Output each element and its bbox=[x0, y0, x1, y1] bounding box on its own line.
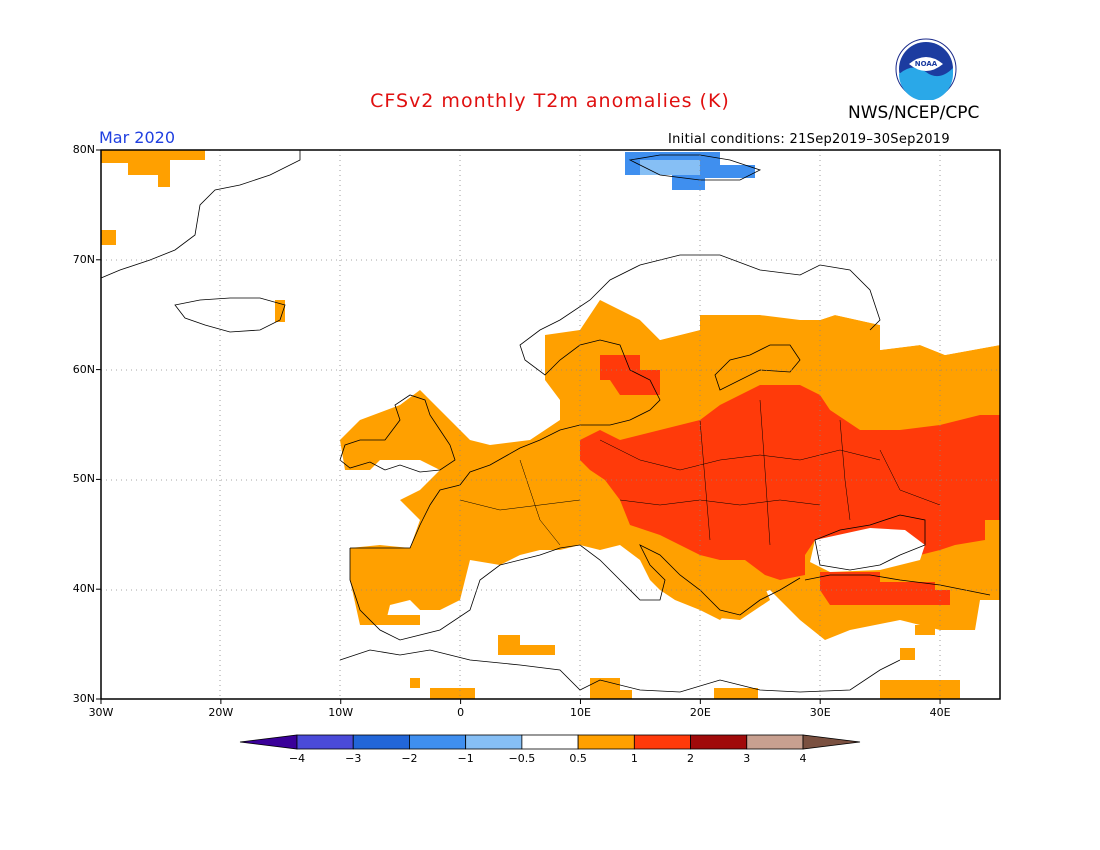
country-borders bbox=[459, 399, 941, 546]
coastlines bbox=[100, 150, 991, 693]
longitude-tick-label: 0 bbox=[457, 706, 465, 719]
tick-marks bbox=[96, 149, 941, 704]
colorbar-swatch bbox=[409, 734, 467, 750]
latitude-tick-label: 30N bbox=[72, 692, 95, 705]
longitude-tick-label: 40E bbox=[929, 706, 951, 719]
colorbar-label: −3 bbox=[345, 752, 362, 765]
colorbar-min-arrow bbox=[239, 734, 298, 750]
colorbar-label: −1 bbox=[457, 752, 474, 765]
agency-label: NWS/NCEP/CPC bbox=[848, 103, 980, 123]
colorbar-label: 3 bbox=[743, 752, 751, 765]
latitude-tick-label: 50N bbox=[72, 472, 95, 486]
latitude-tick-label: 70N bbox=[72, 252, 95, 266]
colorbar-swatch bbox=[633, 734, 691, 750]
latitude-tick-label: 60N bbox=[72, 362, 95, 376]
colorbar-swatch bbox=[746, 734, 804, 750]
colorbar-label: −0.5 bbox=[508, 752, 536, 765]
initial-conditions: Initial conditions: 21Sep2019–30Sep2019 bbox=[668, 132, 950, 147]
colorbar-label: 1 bbox=[630, 752, 638, 765]
forecast-month: Mar 2020 bbox=[99, 128, 175, 147]
colorbar-swatch bbox=[352, 734, 410, 750]
colorbar-label: 0.5 bbox=[569, 752, 587, 765]
longitude-tick-label: 10E bbox=[569, 706, 591, 719]
colorbar-swatch bbox=[690, 734, 748, 750]
colorbar-label: −4 bbox=[288, 752, 306, 765]
map-frame bbox=[100, 149, 1001, 700]
longitude-tick-label: 30W bbox=[88, 706, 114, 719]
noaa-logo-text: NOAA bbox=[915, 60, 938, 68]
anomaly-fill bbox=[101, 150, 1000, 699]
colorbar-label: −2 bbox=[401, 752, 418, 765]
latitude-tick-label: 40N bbox=[72, 582, 95, 596]
longitude-tick-label: 30E bbox=[809, 706, 831, 719]
colorbar-swatch bbox=[296, 734, 354, 750]
noaa-logo: NOAA bbox=[895, 38, 957, 100]
map-title: CFSv2 monthly T2m anomalies (K) bbox=[370, 90, 730, 112]
longitude-tick-label: 10W bbox=[328, 706, 354, 719]
colorbar-max-arrow bbox=[802, 734, 861, 750]
longitude-tick-label: 20W bbox=[208, 706, 234, 719]
colorbar-label: 2 bbox=[687, 752, 695, 765]
colorbar-swatch bbox=[521, 734, 579, 750]
longitude-tick-label: 20E bbox=[689, 706, 711, 719]
colorbar-swatch bbox=[577, 734, 635, 750]
colorbar-swatch bbox=[465, 734, 523, 750]
colorbar-label: 4 bbox=[799, 752, 807, 765]
latitude-tick-label: 80N bbox=[72, 143, 95, 156]
